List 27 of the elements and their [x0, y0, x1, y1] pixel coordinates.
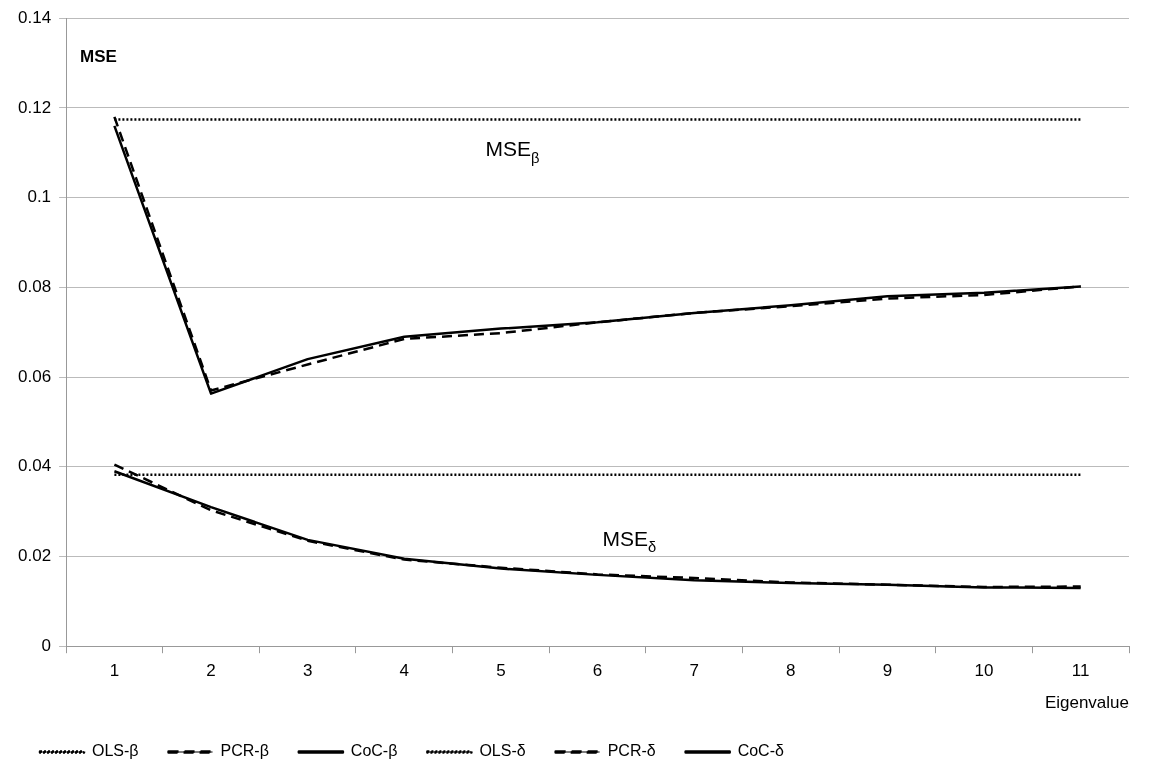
legend-label: CoC-δ [737, 742, 784, 760]
y-tick-label: 0.04 [17, 456, 52, 476]
legend-label: PCR-β [220, 742, 269, 760]
x-tick-label: 10 [974, 661, 994, 681]
x-tick-label: 11 [1071, 661, 1090, 681]
x-axis-title: Eigenvalue [1044, 693, 1129, 713]
y-tick-label: 0.06 [17, 366, 52, 386]
legend-label: OLS-β [92, 742, 139, 760]
y-tick-label: 0.14 [17, 7, 52, 27]
x-tick-label: 4 [399, 661, 410, 681]
y-tick-label: 0.1 [27, 187, 52, 207]
y-tick-label: 0 [41, 635, 52, 655]
x-tick-label: 8 [786, 661, 796, 681]
x-tick-label: 2 [206, 661, 216, 681]
x-tick-label: 1 [109, 661, 120, 681]
y-tick-label: 0.02 [17, 546, 52, 566]
legend-label: PCR-δ [607, 742, 656, 760]
y-tick-label: 0.12 [17, 97, 52, 117]
x-tick-label: 5 [496, 661, 506, 681]
x-tick-label: 3 [302, 661, 313, 681]
y-tick-label: 0.08 [17, 277, 52, 297]
x-tick-label: 6 [592, 661, 603, 681]
x-tick-label: 9 [882, 661, 893, 681]
legend-label: CoC-β [350, 742, 398, 760]
legend-label: OLS-δ [479, 742, 526, 760]
x-tick-label: 7 [689, 661, 699, 681]
y-axis-title: MSE [80, 47, 117, 67]
